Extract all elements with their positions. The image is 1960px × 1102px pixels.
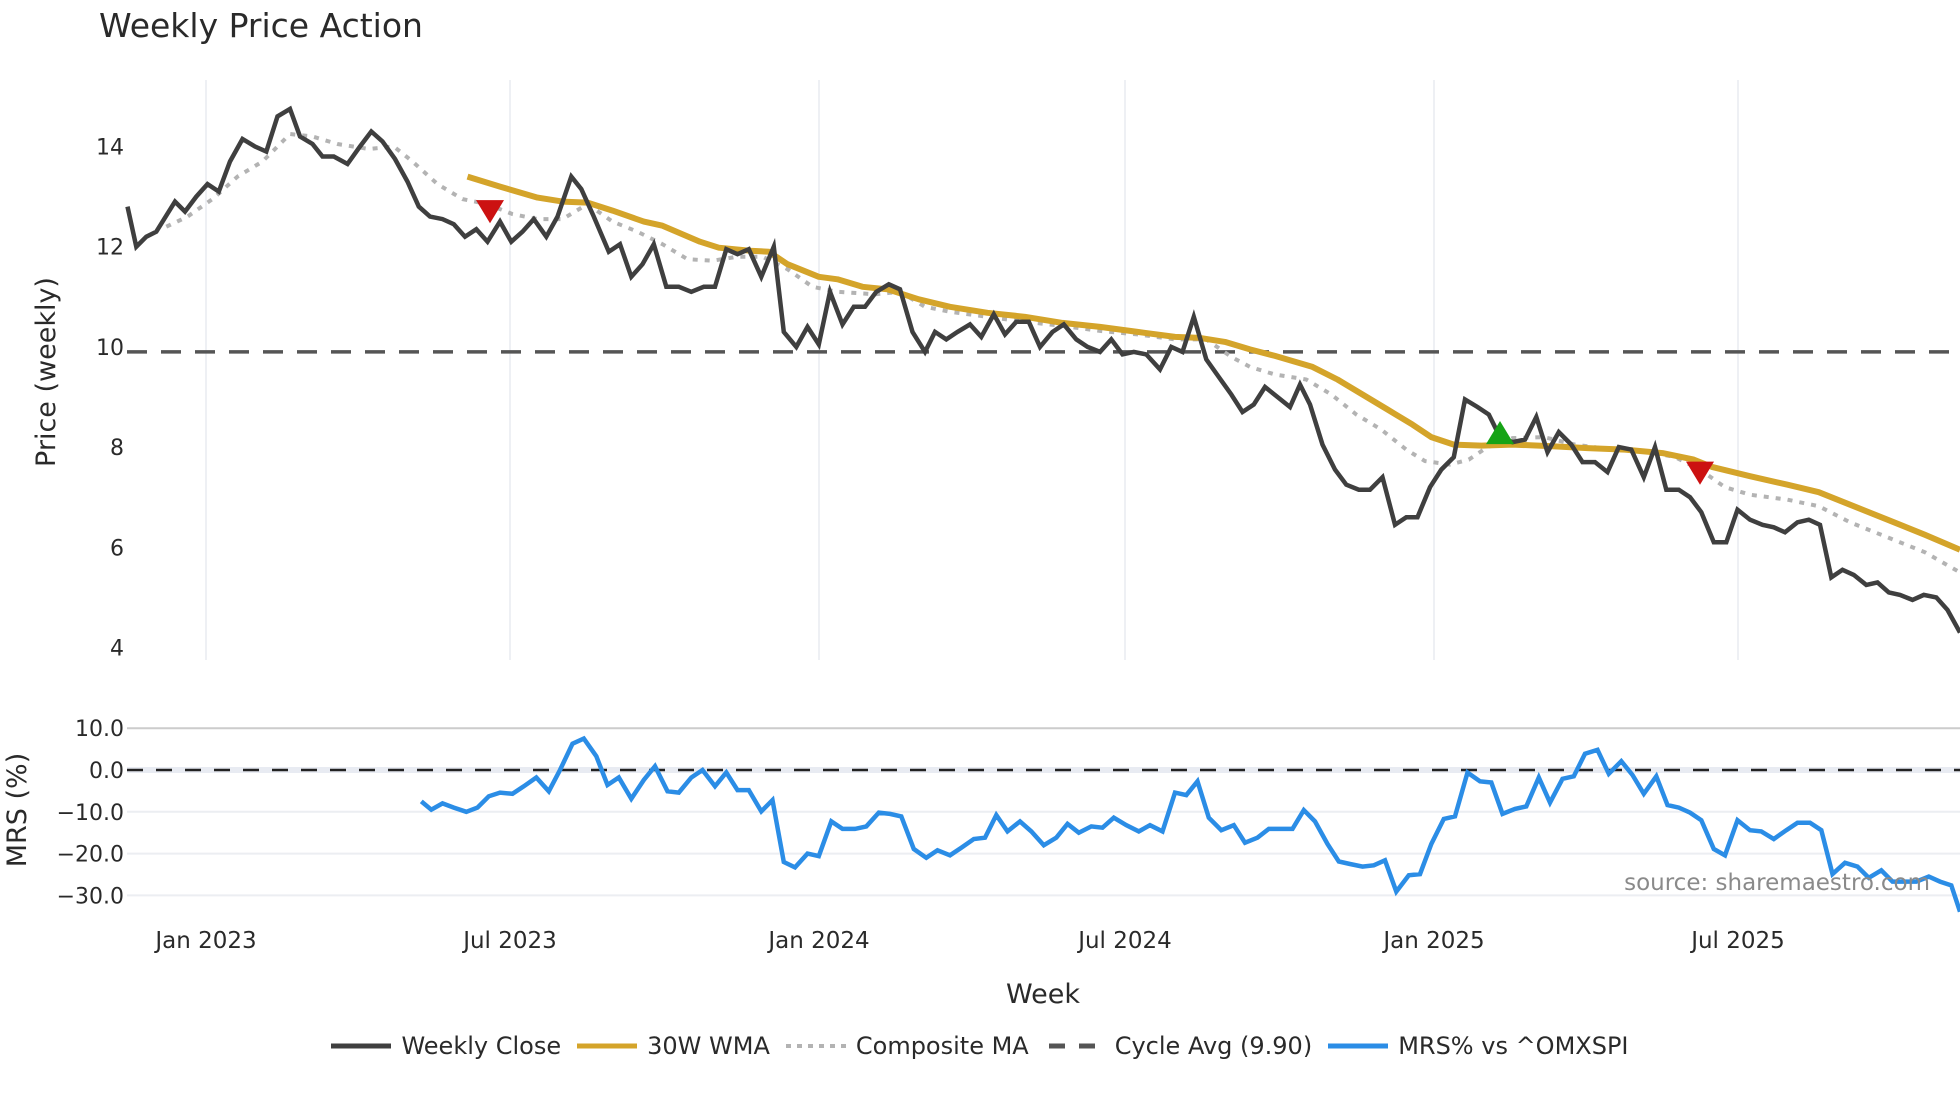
legend-label: Cycle Avg (9.90) [1114, 1032, 1313, 1060]
legend-item[interactable]: Weekly Close [331, 1032, 561, 1060]
mrs-line [419, 735, 1960, 913]
legend-item[interactable]: Composite MA [785, 1032, 1029, 1060]
sell-signal-triangle-down-icon [1686, 461, 1714, 485]
weekly-close-line [125, 105, 1960, 634]
buy-signal-triangle-up-icon [1486, 420, 1514, 445]
legend-label: MRS% vs ^OMXSPI [1398, 1032, 1629, 1060]
x-tick-label: Jul 2023 [461, 928, 557, 954]
legend-swatch-icon [577, 1043, 638, 1049]
x-axis-ticks: Jan 2023 Jul 2023 Jan 2024 Jul 2024 Jan 2025… [153, 928, 1784, 954]
mrs-y-tick-label: 0.0 [89, 759, 124, 784]
signal-markers [476, 200, 1714, 485]
legend-label: Weekly Close [401, 1032, 562, 1060]
price-y-tick-label: 12 [96, 236, 124, 261]
mrs-y-axis-title: MRS (%) [2, 753, 33, 868]
mrs-y-tick-label: −20.0 [57, 843, 124, 868]
x-axis-title: Week [1006, 979, 1080, 1010]
x-tick-label: Jan 2023 [153, 928, 256, 954]
mrs-y-tick-label: −30.0 [57, 884, 124, 909]
wma-30w-line [466, 173, 1960, 553]
x-tick-label: Jan 2025 [1381, 928, 1484, 954]
price-y-tick-label: 6 [110, 536, 124, 561]
chart-legend: Weekly Close 30W WMA Composite MA Cycle Avg… [0, 1032, 1960, 1060]
price-y-tick-label: 14 [96, 136, 124, 161]
legend-swatch-icon [1328, 1043, 1389, 1049]
chart-title: Weekly Price Action [99, 6, 423, 45]
mrs-y-axis-ticks: 10.0 0.0 −10.0 −20.0 −30.0 [57, 717, 124, 909]
legend-label: Composite MA [855, 1032, 1029, 1060]
mrs-y-tick-label: 10.0 [75, 717, 124, 742]
price-y-axis-title: Price (weekly) [31, 277, 62, 467]
sell-signal-triangle-down-icon [476, 200, 504, 224]
legend-swatch-icon [331, 1043, 392, 1049]
price-vertical-gridlines [205, 80, 1739, 660]
legend-label: 30W WMA [647, 1032, 770, 1060]
legend-swatch-icon [1048, 1043, 1105, 1049]
mrs-y-tick-label: −10.0 [57, 801, 124, 826]
legend-item[interactable]: 30W WMA [577, 1032, 770, 1060]
legend-item[interactable]: Cycle Avg (9.90) [1045, 1032, 1312, 1060]
price-y-tick-label: 4 [110, 637, 124, 662]
x-tick-label: Jan 2024 [766, 928, 869, 954]
x-tick-label: Jul 2025 [1689, 928, 1785, 954]
source-watermark: source: sharemaestro.com [1624, 870, 1930, 896]
price-y-tick-label: 8 [110, 436, 124, 461]
price-y-tick-label: 10 [96, 336, 124, 361]
legend-item[interactable]: MRS% vs ^OMXSPI [1328, 1032, 1629, 1060]
price-y-axis-ticks: 4 6 8 10 12 14 [96, 136, 124, 662]
legend-swatch-icon [785, 1044, 846, 1048]
x-tick-label: Jul 2024 [1076, 928, 1172, 954]
